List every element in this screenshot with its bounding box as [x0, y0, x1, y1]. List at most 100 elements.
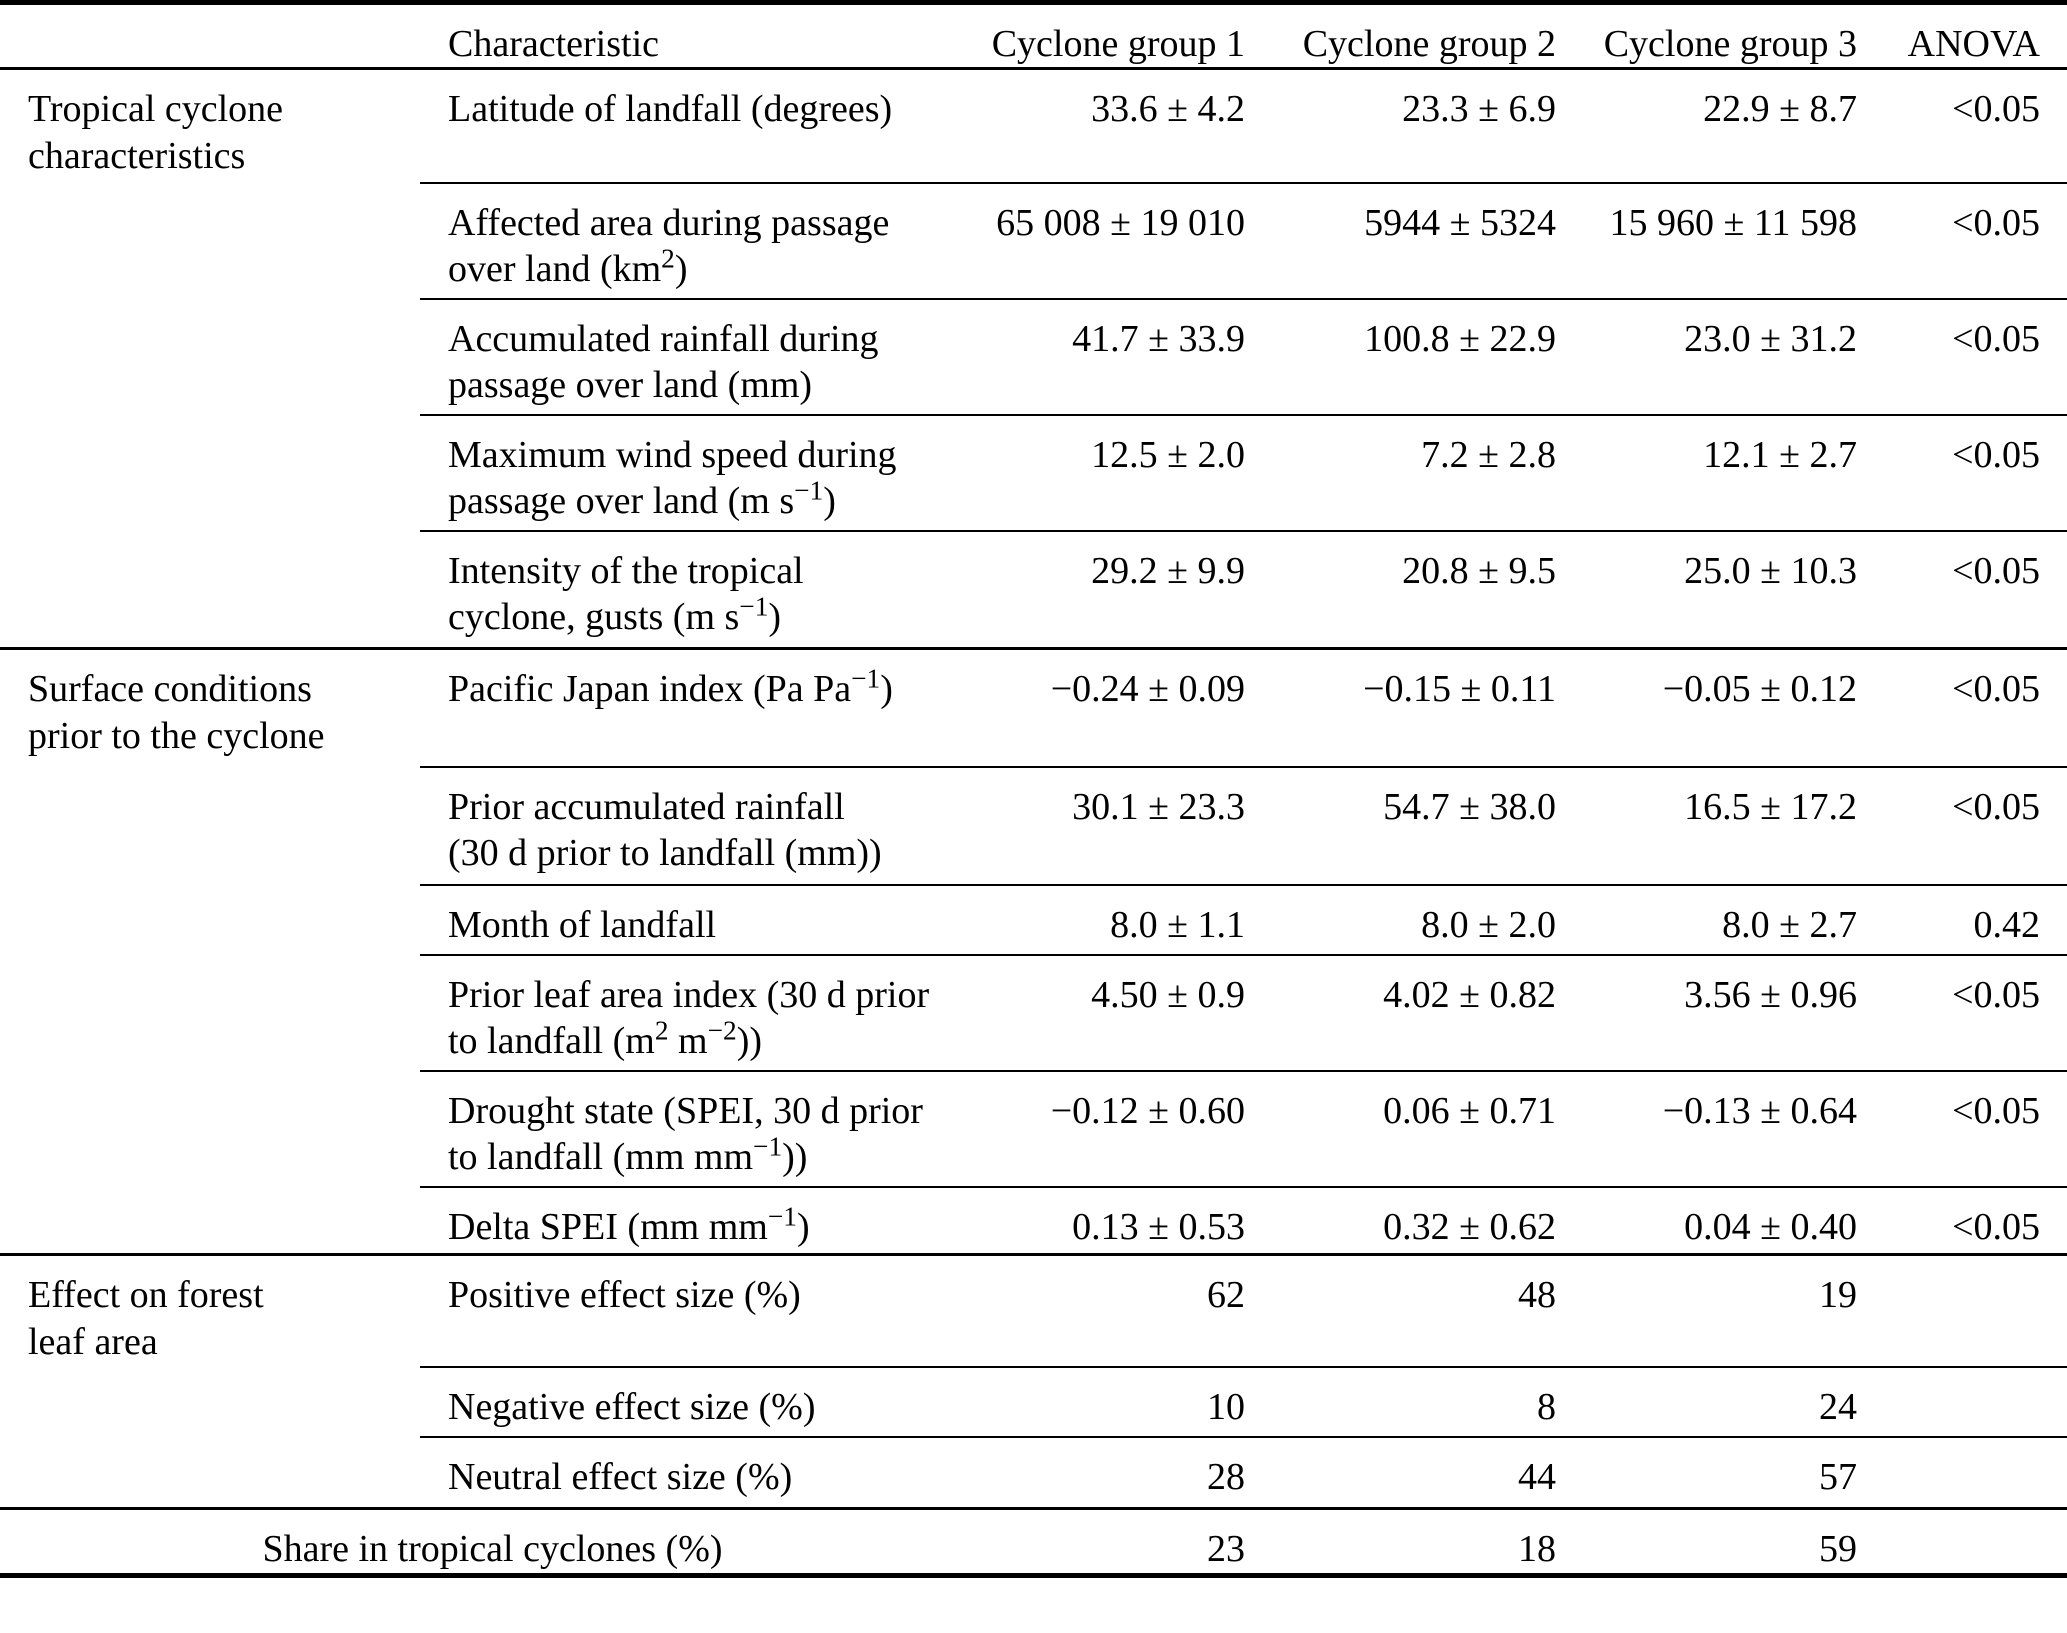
anova-cell: <0.05 — [1857, 1185, 2067, 1255]
value-cell-group2: 20.8 ± 9.5 — [1245, 529, 1556, 649]
value-cell-group3: 24 — [1556, 1365, 1857, 1437]
anova-cell — [1857, 1507, 2067, 1576]
table-row: Month of landfall 8.0 ± 1.1 8.0 ± 2.0 8.… — [0, 883, 2067, 955]
anova-cell: <0.05 — [1857, 297, 2067, 415]
characteristic-cell: Intensity of the tropical cyclone, gusts … — [420, 529, 985, 649]
characteristic-cell: Pacific Japan index (Pa Pa−1) — [420, 647, 985, 767]
table-row: Drought state (SPEI, 30 d prior to landfa… — [0, 1069, 2067, 1187]
value-cell-group1: 30.1 ± 23.3 — [985, 765, 1245, 885]
table-row: Negative effect size (%) 10 8 24 — [0, 1365, 2067, 1437]
value-cell-group3: −0.13 ± 0.64 — [1556, 1069, 1857, 1187]
table-row: Tropical cyclone characteristics Latitude… — [0, 69, 2067, 183]
value-cell-group3: 12.1 ± 2.7 — [1556, 413, 1857, 531]
value-cell-group3: 22.9 ± 8.7 — [1703, 88, 1857, 131]
value-cell-group1: −0.24 ± 0.09 — [985, 647, 1245, 767]
value-cell-group1: 23 — [985, 1507, 1245, 1576]
table-row: Neutral effect size (%) 28 44 57 — [0, 1435, 2067, 1509]
characteristic-cell: Neutral effect size (%) — [420, 1435, 985, 1509]
value-cell-group1: 12.5 ± 2.0 — [985, 413, 1245, 531]
value-cell-group1: 62 — [985, 1253, 1245, 1367]
value-cell-group2: 4.02 ± 0.82 — [1245, 953, 1556, 1071]
table-row: Affected area during passage over land (k… — [0, 181, 2067, 299]
value-cell-group3: 3.56 ± 0.96 — [1556, 953, 1857, 1071]
header-row-group-spacer — [0, 2, 420, 71]
characteristic-cell: Delta SPEI (mm mm−1) — [420, 1185, 985, 1255]
table-row: Accumulated rainfall during passage over … — [0, 297, 2067, 415]
column-header-characteristic: Characteristic — [420, 2, 985, 71]
value-cell-group3: 57 — [1556, 1435, 1857, 1509]
value-cell-group1: 8.0 ± 1.1 — [985, 883, 1245, 955]
value-cell-group2: 54.7 ± 38.0 — [1245, 765, 1556, 885]
cyclone-groups-table: Characteristic Cyclone group 1 Cyclone g… — [0, 0, 2067, 1578]
value-cell-group2: 18 — [1245, 1507, 1556, 1576]
anova-cell: <0.05 — [1952, 88, 2040, 131]
value-cell-group3: 0.04 ± 0.40 — [1556, 1185, 1857, 1255]
value-cell-group2: 7.2 ± 2.8 — [1245, 413, 1556, 531]
anova-cell: <0.05 — [1857, 413, 2067, 531]
column-header-group3: Cyclone group 3 — [1556, 2, 1857, 71]
value-cell-group2: 100.8 ± 22.9 — [1245, 297, 1556, 415]
value-cell-group2: 23.3 ± 6.9 — [1402, 88, 1556, 131]
characteristic-cell: Latitude of landfall (degrees) — [448, 88, 893, 131]
value-cell-group1: 10 — [985, 1365, 1245, 1437]
value-cell-group1: 41.7 ± 33.9 — [985, 297, 1245, 415]
value-cell-group1: 0.13 ± 0.53 — [985, 1185, 1245, 1255]
column-header-anova: ANOVA — [1857, 2, 2067, 71]
column-header-group2: Cyclone group 2 — [1245, 2, 1556, 71]
row-group-label: Tropical cyclone characteristics — [28, 88, 284, 177]
row-group-label: Surface conditions prior to the cyclone — [0, 647, 420, 1255]
characteristic-cell: Positive effect size (%) — [420, 1253, 985, 1367]
value-cell-group1: 28 — [985, 1435, 1245, 1509]
value-cell-group3: 16.5 ± 17.2 — [1556, 765, 1857, 885]
anova-cell: <0.05 — [1857, 181, 2067, 299]
value-cell-group3: 23.0 ± 31.2 — [1556, 297, 1857, 415]
row-group-label: Effect on forest leaf area — [0, 1253, 420, 1509]
table-row: Maximum wind speed during passage over la… — [0, 413, 2067, 531]
value-cell-group2: −0.15 ± 0.11 — [1245, 647, 1556, 767]
characteristic-cell: Maximum wind speed during passage over la… — [420, 413, 985, 531]
value-cell-group1: 33.6 ± 4.2 — [1091, 88, 1245, 131]
value-cell-group2: 0.32 ± 0.62 — [1245, 1185, 1556, 1255]
table-row: Prior accumulated rainfall (30 d prior to… — [0, 765, 2067, 885]
characteristic-cell: Month of landfall — [420, 883, 985, 955]
value-cell-group1: 65 008 ± 19 010 — [985, 181, 1245, 299]
characteristic-cell: Drought state (SPEI, 30 d prior to landfa… — [420, 1069, 985, 1187]
characteristic-cell: Accumulated rainfall during passage over … — [420, 297, 985, 415]
value-cell-group2: 5944 ± 5324 — [1245, 181, 1556, 299]
table-row: Delta SPEI (mm mm−1) 0.13 ± 0.53 0.32 ± … — [0, 1185, 2067, 1255]
table-row: Intensity of the tropical cyclone, gusts … — [0, 529, 2067, 649]
value-cell-group1: 29.2 ± 9.9 — [985, 529, 1245, 649]
value-cell-group3: 8.0 ± 2.7 — [1556, 883, 1857, 955]
share-row: Share in tropical cyclones (%) 23 18 59 — [0, 1507, 2067, 1576]
anova-cell: <0.05 — [1857, 1069, 2067, 1187]
table-row: Prior leaf area index (30 d prior to land… — [0, 953, 2067, 1071]
table-row: Effect on forest leaf area Positive effec… — [0, 1253, 2067, 1509]
anova-cell: <0.05 — [1857, 953, 2067, 1071]
characteristic-cell: Negative effect size (%) — [420, 1365, 985, 1437]
value-cell-group1: −0.12 ± 0.60 — [985, 1069, 1245, 1187]
value-cell-group3: 19 — [1556, 1253, 1857, 1367]
anova-cell: 0.42 — [1857, 883, 2067, 955]
share-row-label: Share in tropical cyclones (%) — [0, 1507, 985, 1576]
value-cell-group3: 25.0 ± 10.3 — [1556, 529, 1857, 649]
anova-cell: <0.05 — [1857, 647, 2067, 767]
anova-cell — [1857, 1365, 2067, 1437]
characteristic-cell: Prior leaf area index (30 d prior to land… — [420, 953, 985, 1071]
value-cell-group2: 44 — [1245, 1435, 1556, 1509]
value-cell-group3: 15 960 ± 11 598 — [1556, 181, 1857, 299]
header-row: Characteristic Cyclone group 1 Cyclone g… — [0, 2, 2067, 71]
value-cell-group2: 0.06 ± 0.71 — [1245, 1069, 1556, 1187]
characteristic-cell: Prior accumulated rainfall (30 d prior to… — [420, 765, 985, 885]
anova-cell — [1857, 1435, 2067, 1509]
table-row: Surface conditions prior to the cyclone P… — [0, 647, 2067, 1255]
value-cell-group2: 48 — [1245, 1253, 1556, 1367]
value-cell-group3: −0.05 ± 0.12 — [1556, 647, 1857, 767]
value-cell-group1: 4.50 ± 0.9 — [985, 953, 1245, 1071]
value-cell-group3: 59 — [1556, 1507, 1857, 1576]
anova-cell: <0.05 — [1857, 765, 2067, 885]
value-cell-group2: 8 — [1245, 1365, 1556, 1437]
column-header-group1: Cyclone group 1 — [985, 2, 1245, 71]
value-cell-group2: 8.0 ± 2.0 — [1245, 883, 1556, 955]
anova-cell — [1857, 1253, 2067, 1367]
